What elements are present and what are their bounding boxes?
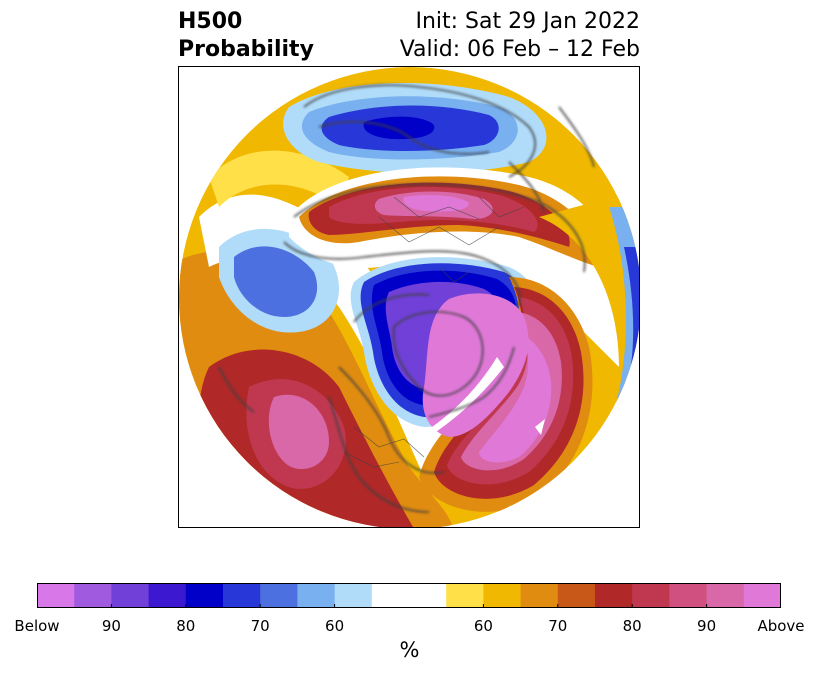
colorbar-labels: Below 90 80 70 60 60 70 80 90 Above: [0, 617, 819, 637]
colorbar-tick-label: 80: [622, 617, 642, 635]
colorbar-segment: [148, 583, 187, 608]
colorbar-tick-label: 70: [548, 617, 568, 635]
colorbar-segment: [669, 583, 708, 608]
colorbar-tick-label: 70: [250, 617, 270, 635]
colorbar-tick-label: 90: [697, 617, 717, 635]
colorbar-unit: %: [399, 638, 420, 662]
colorbar-segment: [111, 583, 150, 608]
map-title-right: Init: Sat 29 Jan 2022 Valid: 06 Feb – 12…: [400, 8, 640, 64]
colorbar-tick-label: Below: [14, 617, 60, 635]
colorbar-segment: [334, 583, 373, 608]
coastlines: [218, 84, 595, 513]
colorbar-segment: [185, 583, 224, 608]
colorbar-segment: [409, 583, 447, 608]
colorbar-segment: [74, 583, 112, 608]
colorbar-segment: [446, 583, 484, 608]
colorbar-tick-label: 60: [473, 617, 493, 635]
colorbar-tick-label: 90: [101, 617, 121, 635]
colorbar-segment: [632, 583, 670, 608]
colorbar-segment: [706, 583, 745, 608]
borders: [343, 196, 525, 468]
probability-map: [178, 66, 640, 528]
colorbar-segment: [371, 583, 410, 608]
colorbar-tick-label: 80: [176, 617, 196, 635]
colorbar-segment: [483, 583, 522, 608]
probability-field: [179, 67, 639, 527]
colorbar-segment: [260, 583, 298, 608]
colorbar-tick-label: 60: [325, 617, 345, 635]
colorbar: [37, 583, 781, 608]
init-date: Init: Sat 29 Jan 2022: [415, 9, 640, 34]
colorbar-segment: [743, 583, 781, 608]
valid-range: Valid: 06 Feb – 12 Feb: [399, 37, 640, 62]
map-title-left: H500 Probability: [178, 8, 314, 64]
colorbar-segment: [37, 583, 75, 608]
colorbar-segment: [223, 583, 261, 608]
colorbar-segment: [595, 583, 633, 608]
colorbar-segment: [297, 583, 336, 608]
title-variable: H500: [178, 9, 243, 34]
colorbar-segment: [557, 583, 596, 608]
title-quantity: Probability: [178, 37, 314, 62]
colorbar-border: [37, 583, 781, 608]
colorbar-tick-label: Above: [757, 617, 805, 635]
map-canvas: [179, 67, 639, 527]
colorbar-segment: [520, 583, 559, 608]
